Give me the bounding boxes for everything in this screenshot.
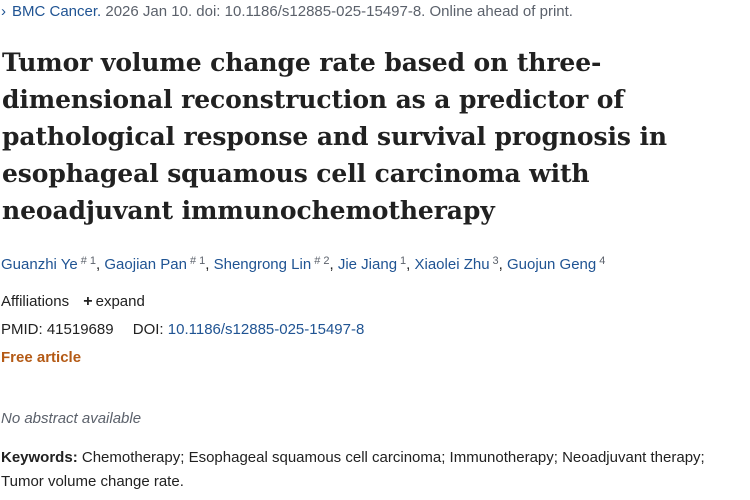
author-link[interactable]: Jie Jiang bbox=[337, 256, 398, 273]
pmid: PMID: 41519689 bbox=[1, 321, 114, 338]
citation-details: 2026 Jan 10. doi: 10.1186/s12885-025-154… bbox=[101, 3, 573, 20]
doi-label: DOI: bbox=[132, 321, 164, 338]
no-abstract-text: No abstract available bbox=[1, 410, 142, 427]
free-article-badge: Free article bbox=[1, 349, 82, 366]
author-list: Guanzhi Ye # 1, Gaojian Pan # 1, Shengrong… bbox=[1, 255, 606, 273]
keywords-label: Keywords: bbox=[1, 449, 78, 466]
author-link[interactable]: Shengrong Lin bbox=[213, 256, 312, 273]
author-affiliation-ref[interactable]: 4 bbox=[599, 255, 606, 267]
journal-link[interactable]: BMC Cancer. bbox=[12, 3, 102, 20]
expand-label: expand bbox=[95, 293, 145, 310]
author-link[interactable]: Guojun Geng bbox=[507, 256, 597, 273]
author-affiliation-ref[interactable]: # 2 bbox=[314, 255, 330, 267]
identifiers-row: PMID: 41519689 DOI: 10.1186/s12885-025-1… bbox=[1, 321, 364, 338]
plus-icon: + bbox=[83, 293, 93, 310]
citation-line: › BMC Cancer. 2026 Jan 10. doi: 10.1186/s… bbox=[1, 3, 573, 20]
doi-link[interactable]: 10.1186/s12885-025-15497-8 bbox=[167, 321, 365, 338]
author-affiliation-ref[interactable]: # 1 bbox=[80, 255, 97, 267]
author-link[interactable]: Gaojian Pan bbox=[104, 256, 187, 273]
chevron-right-icon[interactable]: › bbox=[1, 3, 6, 20]
expand-affiliations-button[interactable]: + expand bbox=[83, 293, 145, 310]
author-link[interactable]: Guanzhi Ye bbox=[1, 256, 78, 273]
author-affiliation-ref[interactable]: # 1 bbox=[189, 255, 206, 267]
author-link[interactable]: Xiaolei Zhu bbox=[414, 256, 490, 273]
author-affiliation-ref[interactable]: 3 bbox=[492, 255, 499, 267]
affiliations-label: Affiliations bbox=[1, 293, 70, 310]
keywords-text: Chemotherapy; Esophageal squamous cell c… bbox=[1, 449, 705, 490]
keywords-section: Keywords: Chemotherapy; Esophageal squam… bbox=[1, 446, 731, 494]
affiliations-row: Affiliations + expand bbox=[1, 293, 145, 311]
article-title: Tumor volume change rate based on three-… bbox=[2, 48, 667, 225]
author-affiliation-ref[interactable]: 1 bbox=[400, 255, 407, 267]
